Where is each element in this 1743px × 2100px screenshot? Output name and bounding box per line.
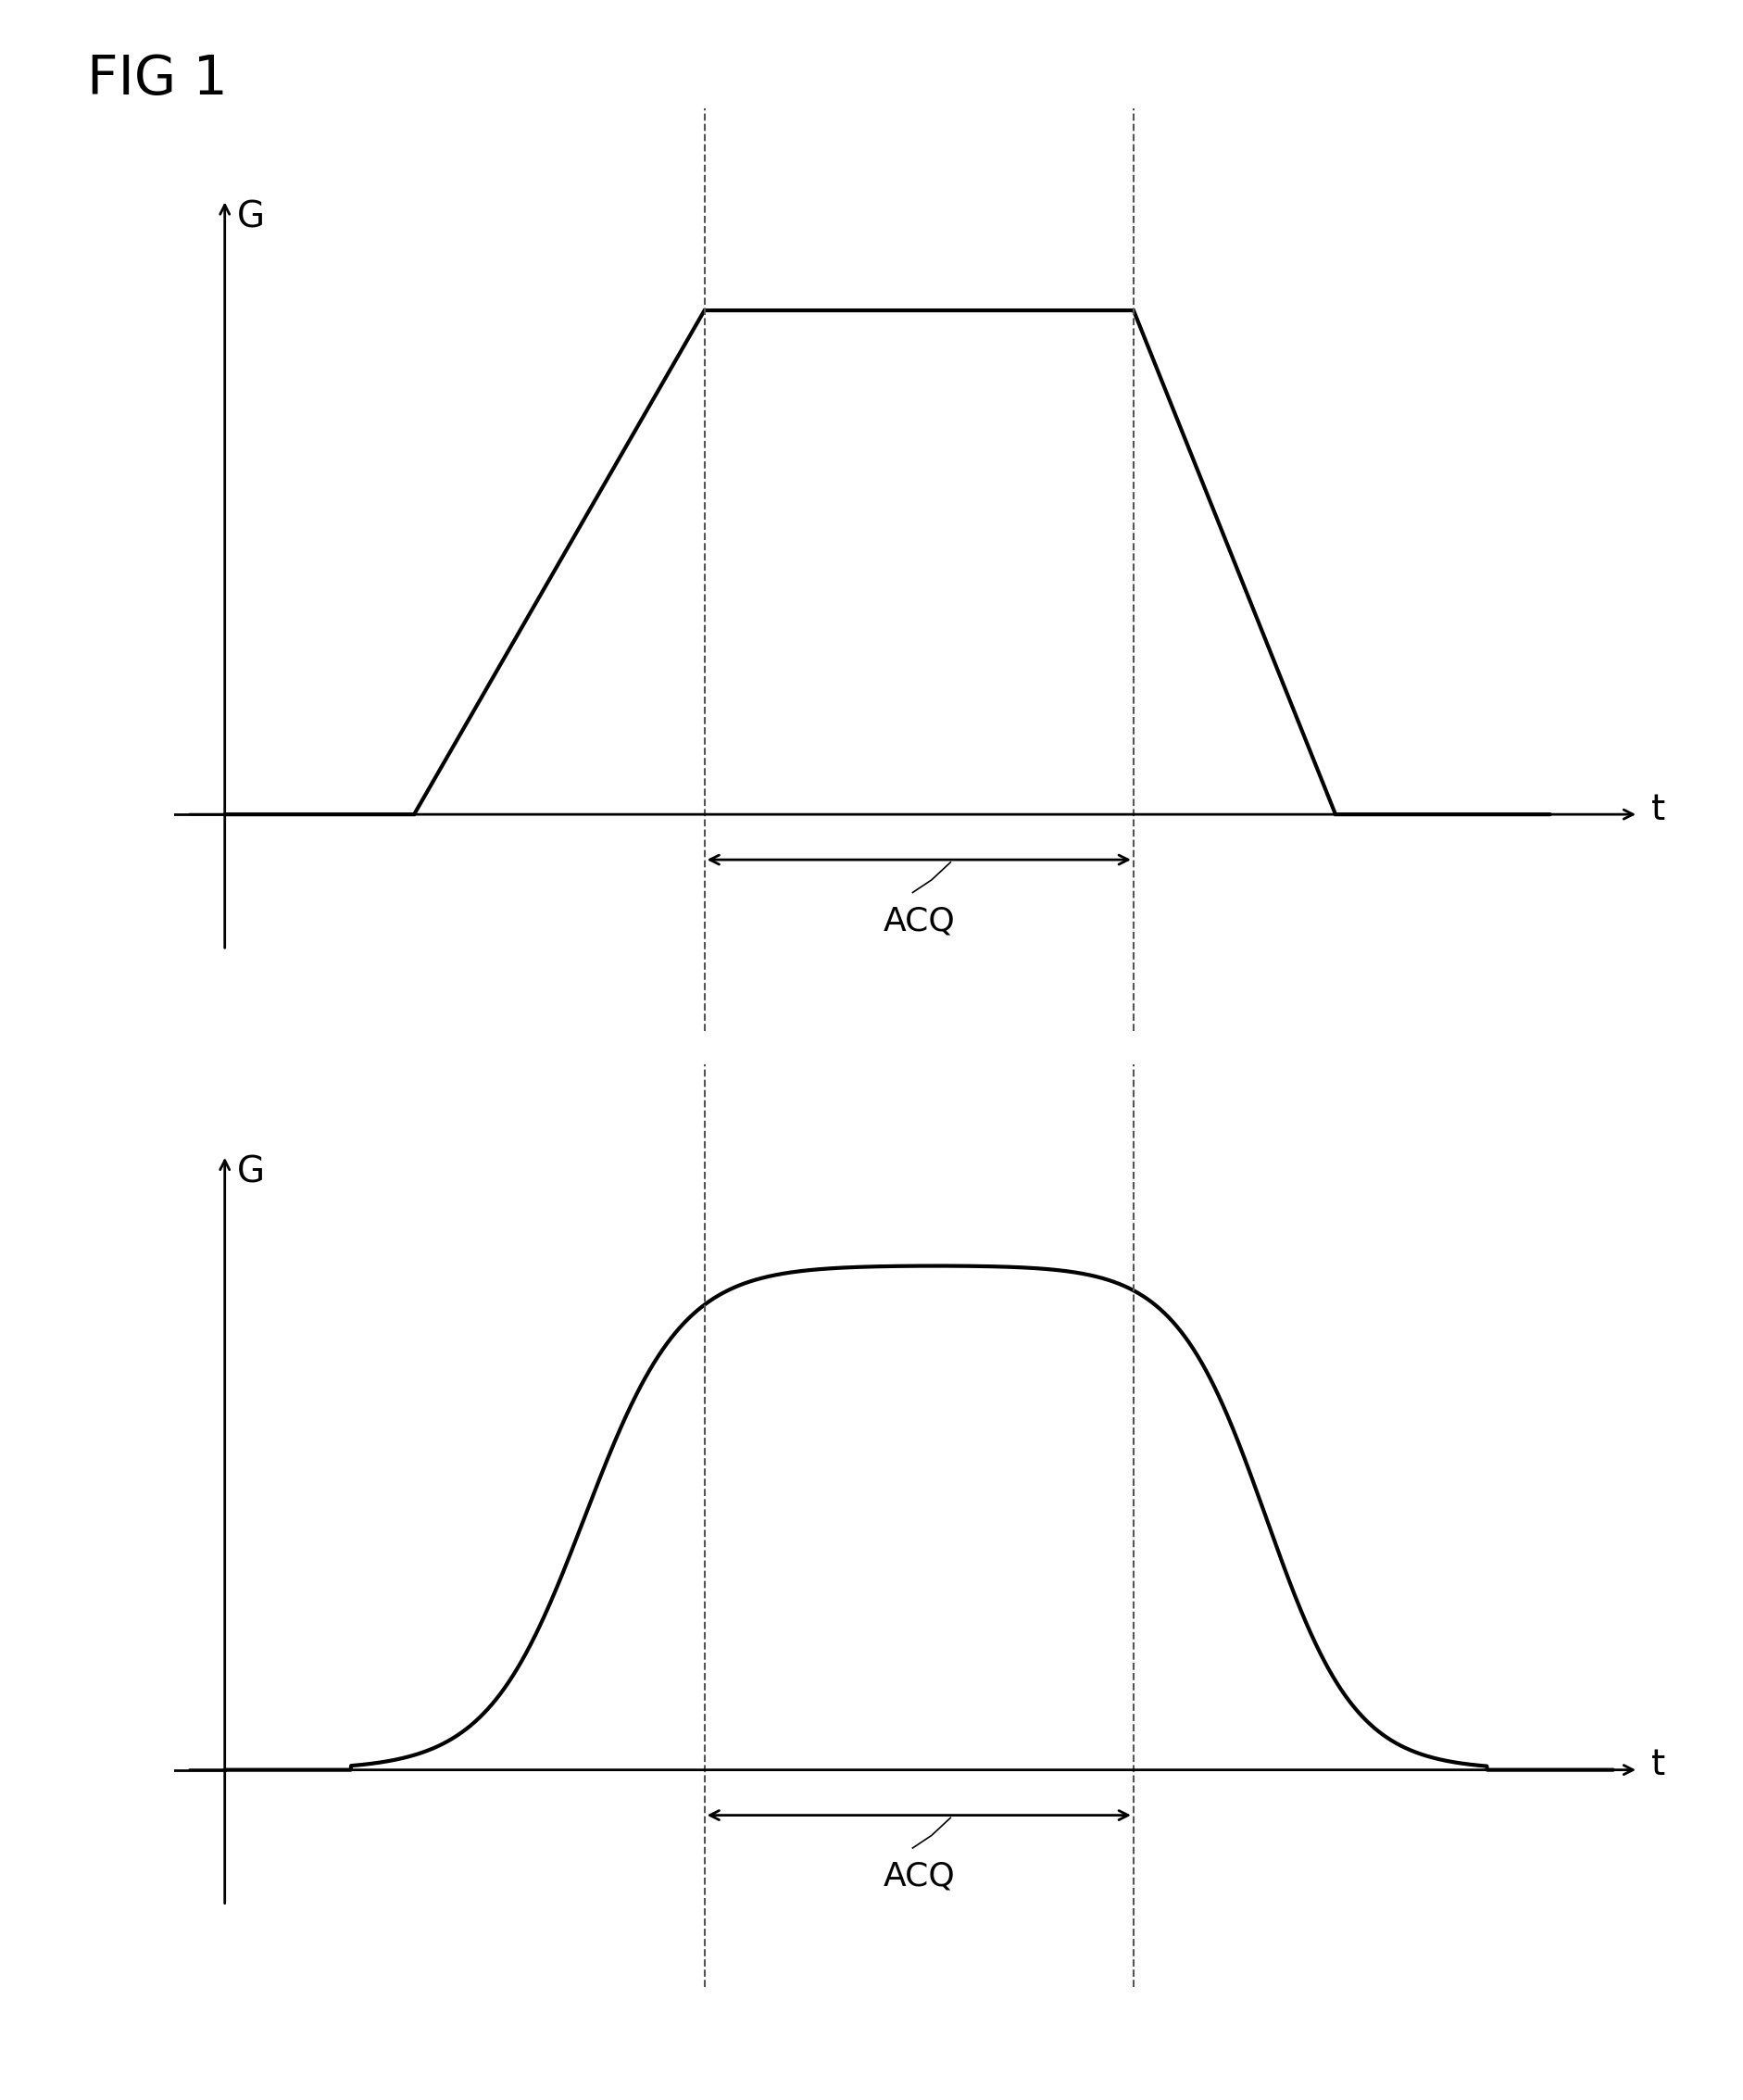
Text: t: t (1651, 792, 1665, 827)
Text: FIG 1: FIG 1 (87, 53, 228, 105)
Text: G: G (237, 200, 265, 235)
Text: ACQ: ACQ (884, 905, 955, 937)
Text: G: G (237, 1155, 265, 1191)
Text: ACQ: ACQ (884, 1861, 955, 1892)
Text: t: t (1651, 1747, 1665, 1783)
